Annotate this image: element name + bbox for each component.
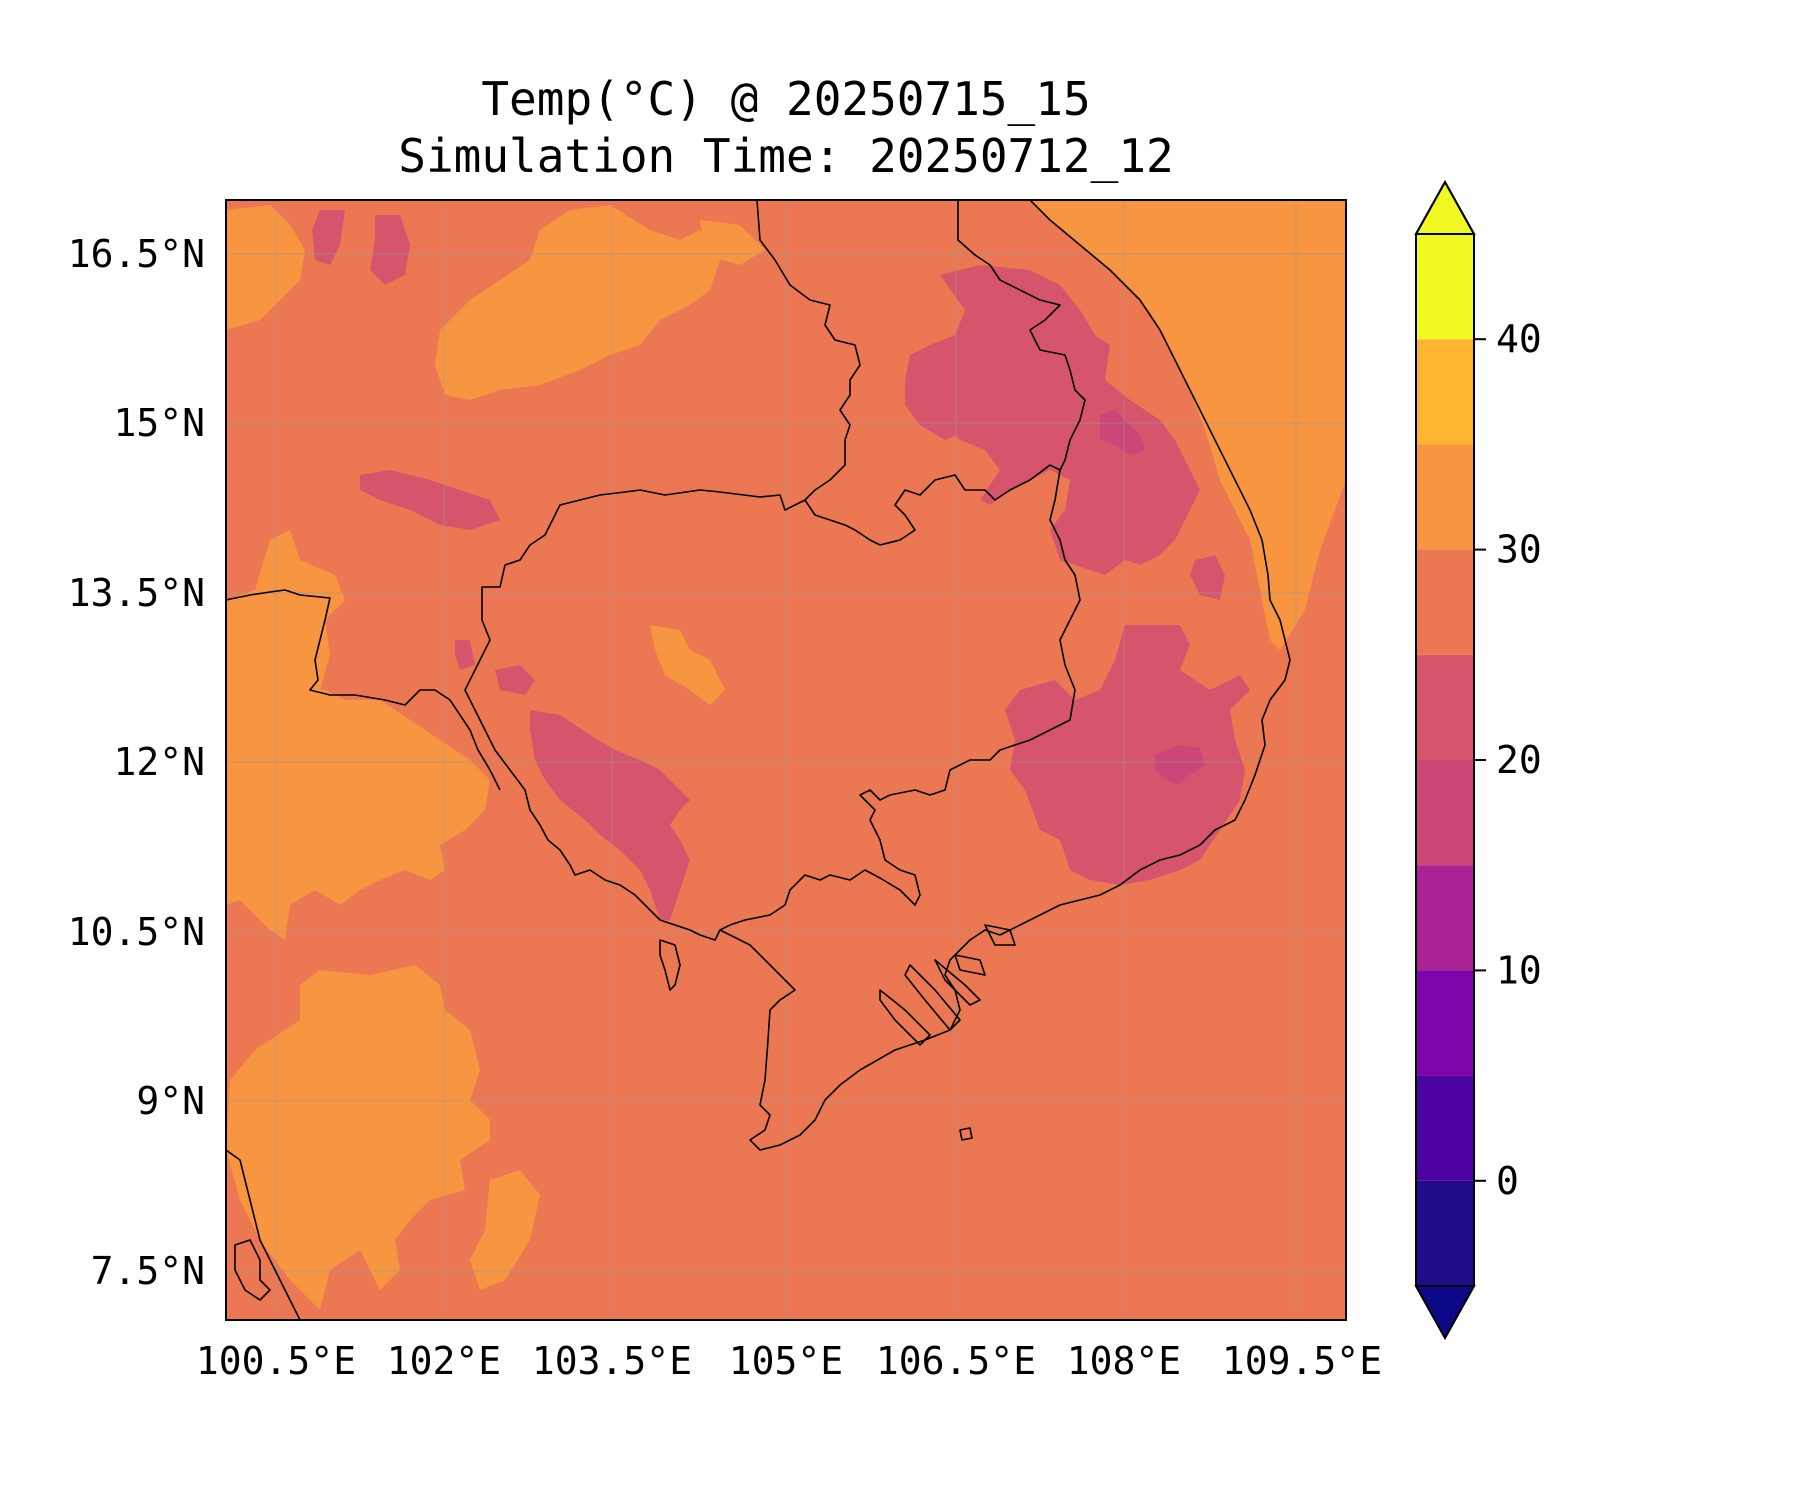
warm-region-north-west	[226, 205, 305, 330]
cool-region-border-fleck	[495, 665, 535, 695]
warm-region-south-gulf-lobe	[470, 1170, 540, 1290]
latitude-ticks: 16.5°N 15°N 13.5°N 12°N 10.5°N 9°N 7.5°N	[68, 232, 205, 1293]
malay-peninsula-coast	[226, 1149, 301, 1320]
thailand-west-border	[226, 589, 501, 791]
colorbar-band	[1416, 549, 1474, 655]
cold-spots	[1100, 410, 1205, 785]
coastlines-and-borders	[226, 200, 1291, 1320]
colorbar-extend-max	[1414, 179, 1476, 235]
colorbar-band	[1416, 444, 1474, 550]
cool-region-central-highlands	[1005, 625, 1250, 885]
colorbar-outline	[1415, 179, 1475, 1341]
colorbar-band	[1416, 1180, 1474, 1286]
colorbar-band	[1416, 760, 1474, 866]
colorbar-tick-label: 20	[1496, 738, 1542, 782]
lat-tick-label: 13.5°N	[68, 571, 205, 615]
colorbar-tick-label: 30	[1496, 528, 1542, 572]
map-frame	[225, 199, 1347, 1321]
colorbar-band	[1416, 654, 1474, 760]
warm-region-south-china-sea	[1030, 200, 1346, 650]
phu-quoc-island	[659, 939, 681, 991]
lon-tick-label: 109.5°E	[1222, 1339, 1382, 1383]
cambodia-border	[464, 464, 1081, 941]
lon-tick-label: 102°E	[387, 1339, 501, 1383]
colorbar-band	[1416, 970, 1474, 1076]
lat-tick-label: 9°N	[136, 1079, 205, 1123]
lon-tick-label: 100.5°E	[196, 1339, 356, 1383]
lat-tick-label: 12°N	[113, 740, 205, 784]
warm-region-north-central	[435, 205, 720, 400]
cool-region-thai-highland-strip	[360, 470, 500, 530]
lat-tick-label: 15°N	[113, 401, 205, 445]
cool-region-north-patch-2	[312, 210, 345, 265]
lat-tick-label: 16.5°N	[68, 232, 205, 276]
lon-tick-label: 108°E	[1067, 1339, 1181, 1383]
laos-vietnam-border	[957, 200, 1086, 471]
warm-regions	[226, 200, 1346, 1310]
gridlines	[226, 200, 1346, 1320]
colorbar-tick-label: 10	[1496, 948, 1542, 992]
cold-spot-kon-tum	[1100, 410, 1145, 455]
lon-tick-label: 106.5°E	[876, 1339, 1036, 1383]
vietnam-coast	[719, 200, 1291, 1151]
cool-region-laos-vietnam-highlands	[905, 265, 1200, 575]
cool-regions	[312, 210, 1250, 920]
con-dao-island	[959, 1127, 973, 1141]
cold-spot-da-lat	[1155, 745, 1205, 785]
warm-region-gulf-of-thailand	[226, 530, 490, 940]
colorbar: 0 10 20 30 40	[1414, 179, 1542, 1341]
lon-tick-label: 103.5°E	[532, 1339, 692, 1383]
longitude-ticks: 100.5°E 102°E 103.5°E 105°E 106.5°E 108°…	[196, 1339, 1382, 1383]
map-title-line1: Temp(°C) @ 20250715_15	[481, 72, 1090, 126]
mekong-delta-estuaries	[879, 924, 1016, 1046]
warm-region-south-gulf	[226, 965, 490, 1310]
cool-region-cardamom	[530, 710, 690, 920]
cool-region-west-fleck	[455, 640, 475, 670]
colorbar-tick-label: 0	[1496, 1159, 1519, 1203]
map-area	[226, 200, 1346, 1320]
colorbar-extend-min	[1414, 1285, 1476, 1341]
colorbar-band	[1416, 865, 1474, 971]
colorbar-tick-label: 40	[1496, 317, 1542, 361]
colorbar-band	[1416, 234, 1474, 340]
lat-tick-label: 10.5°N	[68, 910, 205, 954]
cool-region-east-fleck	[1190, 555, 1225, 600]
laos-cambodia-thailand-border	[756, 200, 861, 501]
warm-region-north-east-fleck	[700, 220, 765, 265]
lon-tick-label: 105°E	[729, 1339, 843, 1383]
map-title-line2: Simulation Time: 20250712_12	[398, 129, 1173, 183]
colorbar-band	[1416, 339, 1474, 445]
cool-region-north-patch	[370, 215, 410, 285]
colorbar-band	[1416, 1075, 1474, 1181]
cool-region-highlands-upper	[905, 350, 990, 440]
lat-tick-label: 7.5°N	[91, 1249, 205, 1293]
warm-region-tonle-sap	[650, 625, 725, 705]
